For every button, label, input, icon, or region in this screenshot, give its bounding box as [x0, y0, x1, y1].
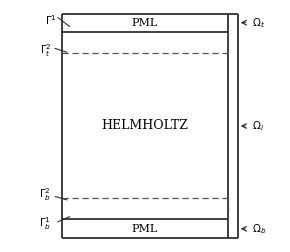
Text: $\Gamma^2_t$: $\Gamma^2_t$	[40, 42, 52, 59]
Text: $\Omega_i$: $\Omega_i$	[252, 119, 264, 133]
Text: $\Gamma^1$: $\Gamma^1$	[45, 13, 57, 27]
Text: PML: PML	[132, 18, 158, 28]
Text: $\Gamma^1_b$: $\Gamma^1_b$	[39, 215, 52, 232]
Text: $\Gamma^2_b$: $\Gamma^2_b$	[39, 186, 52, 203]
Text: PML: PML	[132, 224, 158, 234]
Text: $\Omega_b$: $\Omega_b$	[252, 222, 267, 236]
Text: HELMHOLTZ: HELMHOLTZ	[102, 119, 188, 132]
Text: $\Omega_t$: $\Omega_t$	[252, 16, 265, 29]
